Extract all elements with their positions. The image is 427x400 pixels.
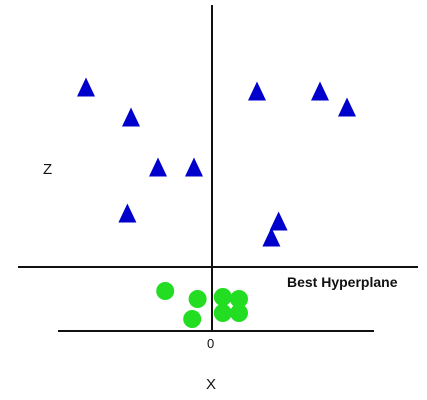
triangle-point	[149, 157, 167, 177]
circle-point	[188, 290, 207, 308]
circle-point	[213, 304, 232, 322]
data-points	[77, 77, 356, 328]
x-tick-label-0: 0	[207, 336, 214, 351]
circle-point	[156, 282, 175, 300]
triangle-point	[338, 97, 356, 117]
triangle-point	[311, 81, 329, 101]
circle-point	[230, 304, 248, 322]
circle-point	[183, 310, 202, 328]
triangle-point	[118, 203, 137, 223]
triangle-point	[262, 227, 281, 247]
circle-point	[213, 288, 232, 306]
triangle-point	[269, 211, 288, 231]
triangle-point	[185, 157, 203, 177]
triangle-point	[248, 81, 266, 101]
z-axis-label: Z	[43, 161, 52, 178]
best-hyperplane-label: Best Hyperplane	[287, 274, 398, 290]
labels: Best Hyperplane Z X 0	[43, 161, 398, 393]
x-axis-label: X	[206, 376, 216, 393]
axes	[18, 5, 418, 332]
triangle-point	[77, 77, 95, 97]
triangle-point	[122, 107, 140, 127]
circle-point	[230, 290, 248, 308]
